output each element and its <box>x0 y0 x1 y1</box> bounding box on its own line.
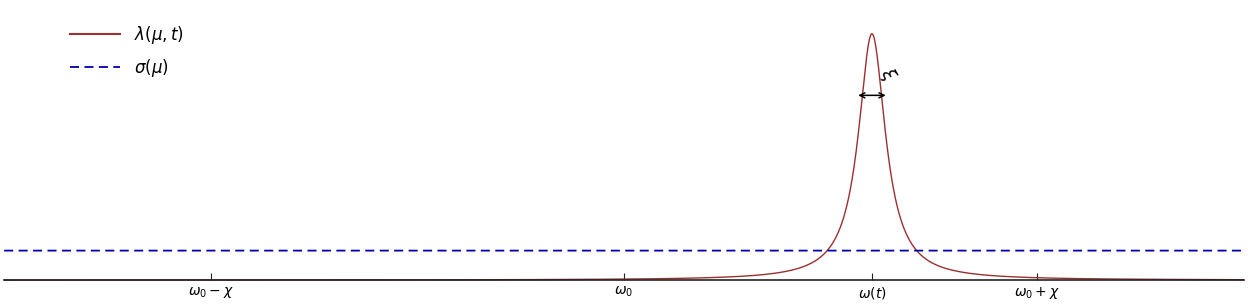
Text: $\xi$: $\xi$ <box>875 64 900 85</box>
Legend: $\lambda(\mu,t)$, $\sigma(\mu)$: $\lambda(\mu,t)$, $\sigma(\mu)$ <box>62 15 192 88</box>
